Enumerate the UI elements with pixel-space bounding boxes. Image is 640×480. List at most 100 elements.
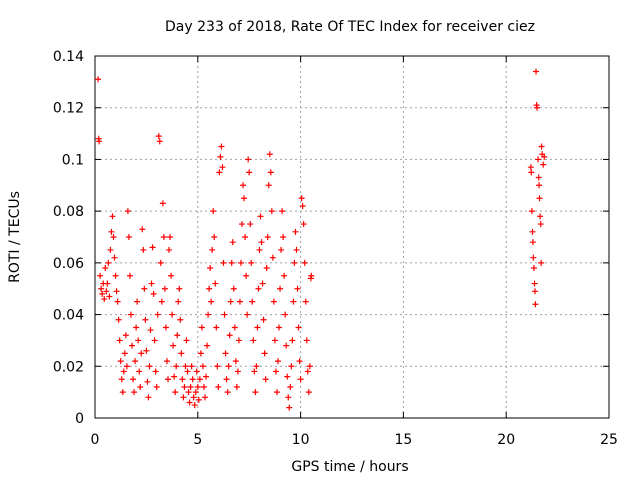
data-point — [269, 254, 276, 261]
data-point — [286, 404, 293, 411]
data-point — [295, 324, 302, 331]
data-point — [257, 213, 264, 220]
data-point — [148, 280, 155, 287]
data-point — [190, 394, 197, 401]
data-point — [248, 259, 255, 266]
data-point — [152, 368, 159, 375]
data-point — [247, 221, 254, 228]
data-point — [266, 151, 273, 158]
data-point — [163, 358, 170, 365]
data-point — [168, 272, 175, 279]
data-point — [253, 363, 260, 370]
data-point — [200, 383, 207, 390]
data-point — [236, 298, 243, 305]
data-point — [537, 213, 544, 220]
data-point — [185, 389, 192, 396]
data-point — [287, 383, 294, 390]
data-point — [249, 298, 256, 305]
data-point — [166, 246, 173, 253]
data-point — [229, 239, 236, 246]
data-point — [140, 246, 147, 253]
data-point — [181, 383, 188, 390]
data-point — [271, 337, 278, 344]
data-point — [173, 363, 180, 370]
data-point — [277, 285, 284, 292]
data-point — [117, 358, 124, 365]
data-point — [113, 288, 120, 295]
data-point — [304, 368, 311, 375]
data-point — [285, 394, 292, 401]
data-point — [186, 399, 193, 406]
data-point — [219, 164, 226, 171]
y-axis-label: ROTI / TECUs — [7, 191, 23, 283]
data-point — [301, 259, 308, 266]
data-point — [105, 259, 112, 266]
data-point — [170, 342, 177, 349]
data-point — [97, 272, 104, 279]
data-point — [144, 378, 151, 385]
y-tick-label: 0.12 — [53, 101, 84, 117]
data-point — [109, 213, 116, 220]
data-point — [222, 350, 229, 357]
data-point — [110, 234, 117, 240]
y-tick-label: 0.06 — [53, 256, 84, 272]
data-point — [112, 272, 119, 279]
x-tick-label: 15 — [394, 432, 412, 448]
data-point — [534, 104, 541, 111]
data-point — [237, 259, 244, 266]
data-point — [288, 363, 295, 370]
data-point — [178, 350, 185, 357]
data-point — [274, 358, 281, 365]
data-point — [527, 164, 534, 171]
data-point — [224, 389, 231, 396]
data-point — [528, 169, 535, 176]
data-point — [305, 389, 312, 396]
data-point — [171, 373, 178, 380]
data-point — [98, 285, 105, 292]
data-point — [228, 259, 235, 266]
data-point — [155, 133, 162, 140]
data-point — [536, 182, 543, 189]
data-point — [220, 259, 227, 266]
data-points — [95, 68, 548, 411]
data-point — [193, 368, 200, 375]
data-point — [133, 324, 140, 331]
data-point — [111, 254, 118, 261]
data-point — [530, 265, 537, 272]
data-point — [262, 376, 269, 383]
data-point — [535, 174, 542, 181]
x-tick-label: 10 — [292, 432, 310, 448]
data-point — [298, 195, 305, 202]
x-axis-label: GPS time / hours — [291, 459, 408, 475]
data-point — [125, 234, 132, 240]
chart-title: Day 233 of 2018, Rate Of TEC Index for r… — [165, 19, 535, 35]
data-point — [242, 234, 249, 240]
data-point — [232, 358, 239, 365]
data-point — [213, 324, 220, 331]
data-point — [189, 376, 196, 383]
data-point — [157, 259, 164, 266]
data-point — [179, 376, 186, 383]
data-point — [289, 337, 296, 344]
data-point — [154, 311, 161, 318]
data-point — [235, 337, 242, 344]
data-point — [283, 342, 290, 349]
data-point — [123, 363, 130, 370]
data-point — [279, 208, 286, 215]
data-point — [538, 259, 545, 266]
data-point — [118, 376, 125, 383]
data-point — [299, 202, 306, 209]
data-point — [137, 383, 144, 390]
data-point — [156, 138, 163, 145]
data-point — [184, 368, 191, 375]
data-point — [536, 195, 543, 202]
data-point — [292, 228, 299, 235]
data-point — [284, 373, 291, 380]
data-point — [115, 316, 122, 323]
data-point — [243, 272, 250, 279]
data-point — [231, 324, 238, 331]
data-point — [302, 298, 309, 305]
data-point — [533, 68, 540, 75]
data-point — [531, 280, 538, 287]
data-point — [147, 327, 154, 334]
